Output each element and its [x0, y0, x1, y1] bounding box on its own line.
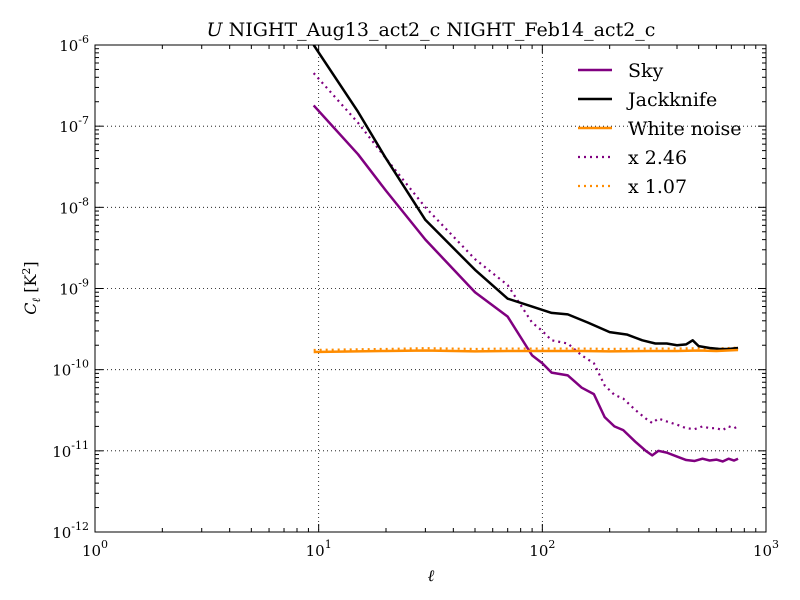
x-tick-label: 101 [306, 538, 332, 560]
y-tick-base: 10 [59, 199, 78, 217]
y-tick-base: 10 [59, 118, 78, 136]
x-tick-base: 10 [753, 542, 772, 560]
legend-label: x 1.07 [628, 176, 687, 198]
x-axis-label: ℓ [428, 566, 435, 585]
x-tick-label: 100 [82, 538, 108, 560]
y-tick-label: 10-11 [52, 439, 89, 461]
tick-labels: 100 101 102 10310-1210-1110-1010-910-810-71… [52, 33, 779, 560]
y-tick-exp: -9 [78, 277, 89, 290]
legend-label: Sky [628, 60, 664, 82]
x-tick-label: 102 [529, 538, 555, 560]
x-tick-label: 103 [753, 538, 779, 560]
y-tick-exp: -6 [78, 33, 89, 46]
y-tick-exp: -12 [71, 520, 89, 533]
y-tick-base: 10 [52, 524, 71, 542]
y-axis-label: Cℓ [K2] [20, 261, 43, 314]
x-tick-exp: 3 [772, 538, 779, 551]
legend: Sky Jackknife White noise x 2.46 x 1.07 [578, 60, 742, 198]
y-tick-label: 10-10 [52, 358, 89, 380]
series-line-jackknife [312, 45, 739, 351]
legend-label: White noise [628, 118, 742, 140]
chart-title: U NIGHT_Aug13_act2_c NIGHT_Feb14_act2_c [207, 19, 656, 41]
x-tick-exp: 0 [101, 538, 108, 551]
y-tick-exp: -11 [71, 439, 89, 452]
y-tick-exp: -7 [78, 114, 89, 127]
chart-title-text: NIGHT_Aug13_act2_c NIGHT_Feb14_act2_c [229, 19, 656, 41]
tick-marks [94, 44, 767, 533]
y-tick-base: 10 [52, 362, 71, 380]
legend-label: Jackknife [626, 89, 717, 111]
y-tick-exp: -8 [78, 195, 89, 208]
y-tick-label: 10-8 [59, 195, 89, 217]
series-line-sky [312, 104, 739, 463]
y-tick-exp: -10 [71, 358, 89, 371]
legend-label: x 2.46 [628, 147, 687, 169]
y-tick-label: 10-7 [59, 114, 89, 136]
x-tick-base: 10 [82, 542, 101, 560]
x-tick-base: 10 [306, 542, 325, 560]
series-line-white-noise [313, 348, 739, 354]
x-tick-base: 10 [529, 542, 548, 560]
y-tick-base: 10 [59, 37, 78, 55]
x-tick-exp: 2 [548, 538, 555, 551]
y-tick-label: 10-9 [59, 277, 89, 299]
y-tick-base: 10 [59, 281, 78, 299]
x-tick-exp: 1 [325, 538, 332, 551]
chart-title-italic: U [207, 19, 224, 41]
series-group [312, 45, 739, 463]
y-tick-base: 10 [52, 443, 71, 461]
y-tick-label: 10-6 [59, 33, 89, 55]
y-tick-label: 10-12 [52, 520, 89, 542]
series-line-x-1-07 [313, 346, 739, 352]
